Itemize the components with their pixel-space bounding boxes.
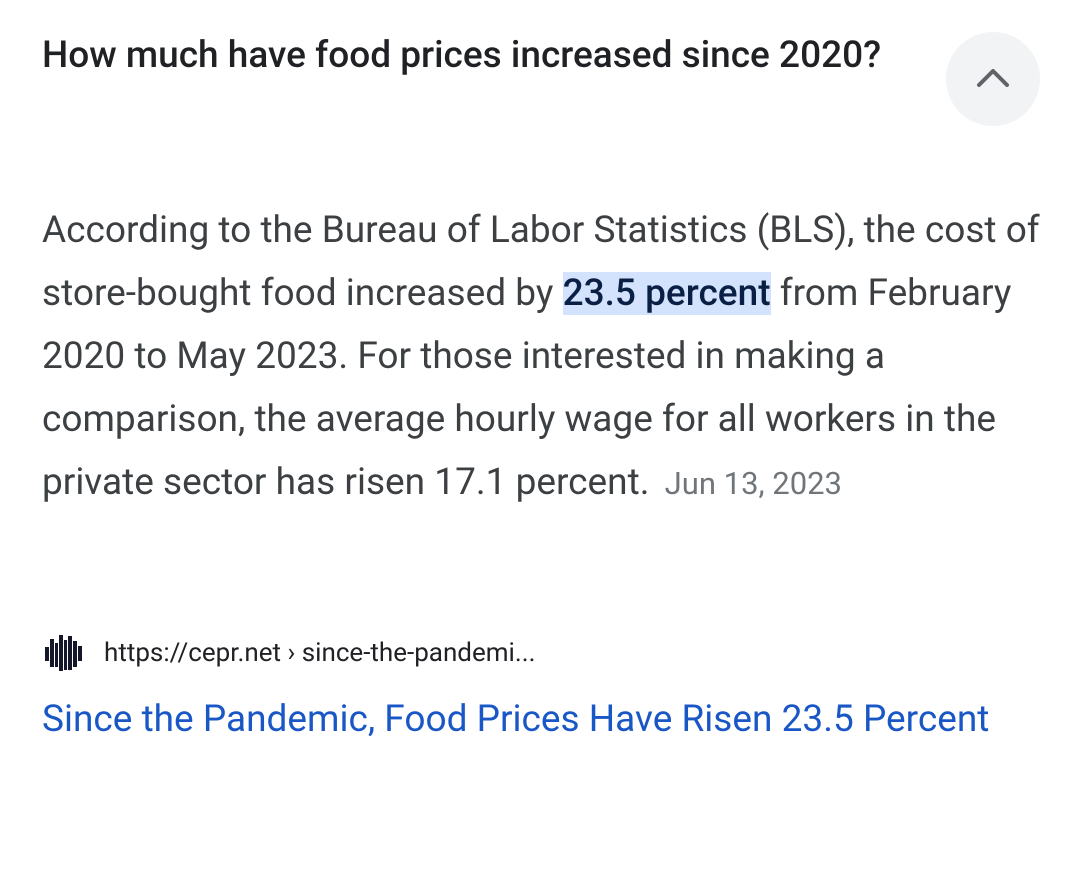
answer-text: According to the Bureau of Labor Statist… xyxy=(42,199,1042,515)
answer-date: Jun 13, 2023 xyxy=(664,465,842,502)
answer-text-after: from February 2020 to May 2023. For thos… xyxy=(42,272,1012,504)
cepr-logo-icon xyxy=(42,631,86,675)
chevron-up-icon xyxy=(976,66,1010,92)
result-title-link[interactable]: Since the Pandemic, Food Prices Have Ris… xyxy=(42,698,990,741)
source-url[interactable]: https://cepr.net › since-the-pandemi... xyxy=(104,638,536,668)
question-heading: How much have food prices increased sinc… xyxy=(42,34,882,77)
answer-text-before: According to the Bureau of Labor Statist… xyxy=(42,209,1040,315)
collapse-button[interactable] xyxy=(946,32,1040,126)
answer-highlight: 23.5 percent xyxy=(562,272,771,315)
source-row[interactable]: https://cepr.net › since-the-pandemi... xyxy=(42,631,535,675)
